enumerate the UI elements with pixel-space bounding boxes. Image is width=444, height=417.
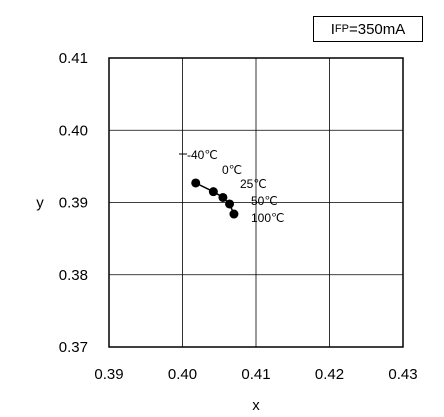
y-tick-label: 0.38 xyxy=(59,267,88,284)
x-tick-label: 0.41 xyxy=(241,366,270,383)
y-tick-label: 0.37 xyxy=(59,339,88,356)
x-tick-label: 0.40 xyxy=(168,366,197,383)
x-tick-label: 0.39 xyxy=(94,366,123,383)
data-point xyxy=(208,187,218,197)
point-label: 0℃ xyxy=(222,163,242,177)
y-tick-label: 0.39 xyxy=(59,195,88,212)
y-tick-label: 0.40 xyxy=(59,122,88,139)
condition-suffix: =350mA xyxy=(348,20,406,38)
point-label: 50℃ xyxy=(251,194,278,208)
data-point xyxy=(218,192,228,202)
condition-subscript: FP xyxy=(334,23,349,35)
x-tick-label: 0.43 xyxy=(388,366,417,383)
grid xyxy=(109,58,403,347)
annotations: -40℃ 0℃25℃ 50℃ 100℃ xyxy=(179,148,285,225)
plot-frame xyxy=(108,57,404,348)
x-axis-label: x xyxy=(252,397,260,414)
y-tick-labels: 0.37 0.38 0.39 0.40 0.41 xyxy=(59,50,88,356)
condition-box: I FP =350mA xyxy=(313,16,423,42)
point-label: 25℃ xyxy=(240,177,267,191)
data-point xyxy=(225,199,235,209)
y-tick-label: 0.41 xyxy=(59,50,88,67)
series xyxy=(191,178,239,219)
y-axis-label: y xyxy=(36,195,44,212)
x-tick-labels: 0.39 0.40 0.41 0.42 0.43 xyxy=(94,366,417,383)
data-point xyxy=(229,209,239,219)
point-label: -40℃ xyxy=(187,148,218,162)
x-tick-label: 0.42 xyxy=(315,366,344,383)
data-point xyxy=(191,178,201,188)
point-label: 100℃ xyxy=(251,211,285,225)
condition-prefix: I xyxy=(330,20,335,38)
